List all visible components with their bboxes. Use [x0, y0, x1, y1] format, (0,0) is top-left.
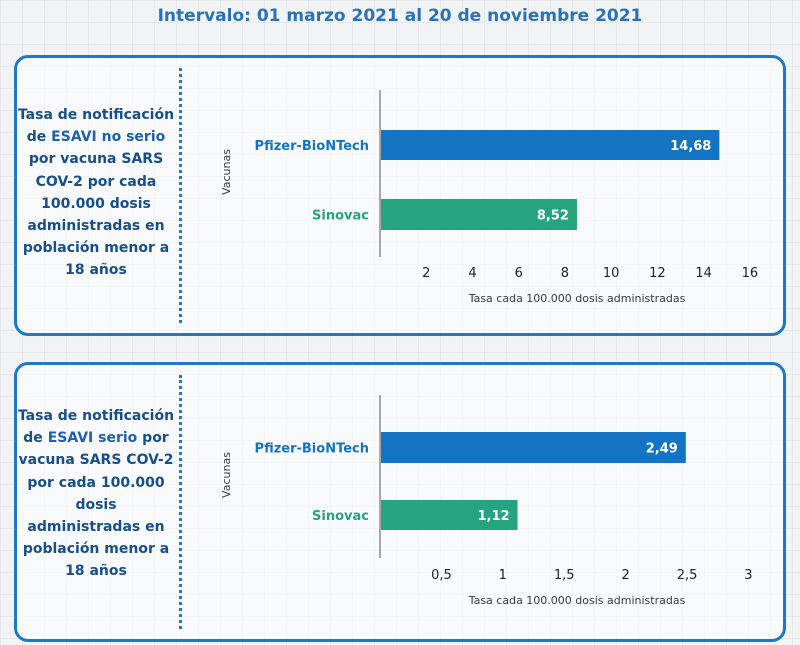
- x-tick-label: 1,5: [554, 568, 575, 583]
- value-label: 8,52: [537, 209, 569, 224]
- x-tick-label: 1: [499, 568, 507, 583]
- x-tick-label: 6: [515, 266, 523, 281]
- bar-chart-no-serio: Vacunas Pfizer-BioNTech 14,68 Sinovac 8,52 2 4…: [220, 90, 759, 305]
- y-axis-label: Vacunas: [220, 149, 233, 195]
- bar-sinovac: [381, 199, 577, 230]
- category-label: Sinovac: [312, 509, 369, 524]
- x-tick-label: 8: [561, 266, 569, 281]
- value-label: 1,12: [477, 509, 509, 524]
- x-tick-label: 4: [468, 266, 476, 281]
- desc-emphasis: ESAVI serio: [47, 430, 138, 447]
- x-tick-label: 2,5: [677, 568, 698, 583]
- x-axis-label: Tasa cada 100.000 dosis administradas: [468, 594, 686, 607]
- value-label: 14,68: [670, 139, 711, 154]
- category-label: Pfizer-BioNTech: [255, 442, 369, 457]
- x-tick-label: 14: [695, 266, 712, 281]
- chart-panel-serio: Tasa de notificación de ESAVI serio por …: [14, 362, 786, 642]
- x-tick-label: 3: [744, 568, 752, 583]
- dotted-divider: [179, 68, 182, 323]
- bar-chart-serio: Vacunas Pfizer-BioNTech 2,49 Sinovac 1,12 0,5…: [220, 395, 753, 607]
- category-label: Pfizer-BioNTech: [255, 139, 369, 154]
- x-tick-label: 16: [742, 266, 759, 281]
- page-title: Intervalo: 01 marzo 2021 al 20 de noviem…: [157, 6, 643, 26]
- desc-text-before: Tasa de notificación de: [17, 408, 175, 447]
- desc-emphasis: ESAVI no serio: [51, 129, 166, 146]
- y-axis-label: Vacunas: [220, 452, 233, 498]
- panel-description: Tasa de notificación de ESAVI serio por …: [17, 405, 175, 583]
- desc-text-after: por vacuna SARS COV-2 por cada 100.000 d…: [22, 151, 170, 279]
- desc-text-after: por vacuna SARS COV-2 por cada 100.000 d…: [18, 430, 174, 580]
- category-label: Sinovac: [312, 209, 369, 224]
- bar-pfizer: [381, 432, 686, 463]
- x-tick-label: 2: [422, 266, 430, 281]
- chart-panel-no-serio: Tasa de notificación de ESAVI no serio p…: [14, 55, 786, 336]
- value-label: 2,49: [646, 442, 678, 457]
- bar-sinovac: [381, 500, 518, 530]
- x-tick-label: 2: [621, 568, 629, 583]
- desc-text-before: Tasa de notificación de: [17, 107, 175, 146]
- bar-pfizer: [381, 130, 720, 160]
- dotted-divider: [179, 375, 182, 629]
- x-tick-label: 10: [603, 266, 620, 281]
- x-tick-label: 0,5: [431, 568, 452, 583]
- x-tick-label: 12: [649, 266, 666, 281]
- x-axis-label: Tasa cada 100.000 dosis administradas: [468, 292, 686, 305]
- panel-description: Tasa de notificación de ESAVI no serio p…: [17, 104, 175, 282]
